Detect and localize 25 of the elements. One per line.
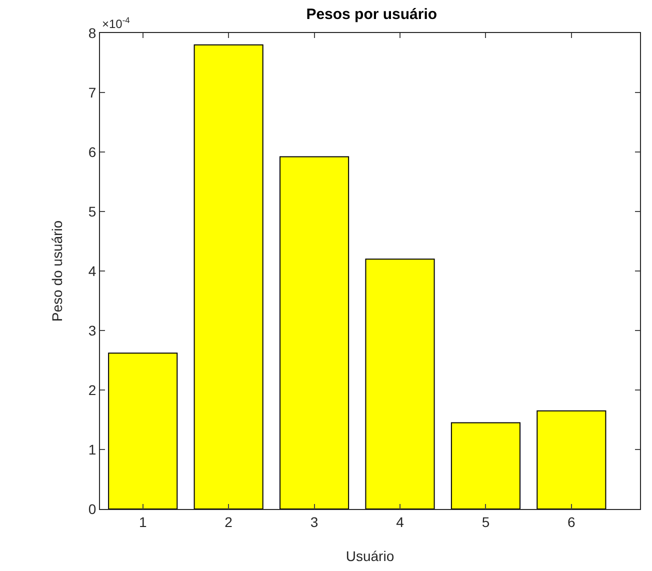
- x-tick-label: 2: [224, 514, 233, 530]
- y-tick-label: 0: [88, 500, 96, 517]
- x-tick-label: 5: [482, 514, 490, 530]
- y-tick-label: 2: [88, 382, 96, 398]
- y-tick-label: 1: [88, 441, 96, 458]
- x-tick-label: 3: [310, 514, 318, 530]
- x-tick-label: 6: [568, 514, 576, 530]
- y-tick-label: 4: [88, 262, 96, 279]
- bar: [194, 44, 264, 509]
- y-tick-label: 8: [88, 24, 96, 41]
- text: ×10$^{-4}$: [102, 15, 130, 32]
- bar: [536, 410, 606, 509]
- y-tick-label: 6: [88, 144, 96, 160]
- y-tick-label: 7: [88, 84, 96, 100]
- y-axis-title: Peso do usuário: [49, 220, 65, 322]
- y-tick-label: 5: [88, 203, 96, 220]
- y-tick-label: 3: [88, 322, 96, 338]
- bar: [365, 258, 435, 509]
- x-axis-title: Usuário: [346, 548, 394, 564]
- bar: [280, 156, 350, 509]
- x-tick-label: 1: [138, 514, 147, 530]
- bar: [108, 352, 178, 509]
- chart-title: Pesos por usuário: [306, 6, 438, 24]
- bar: [450, 422, 520, 509]
- x-tick-label: 4: [396, 514, 404, 530]
